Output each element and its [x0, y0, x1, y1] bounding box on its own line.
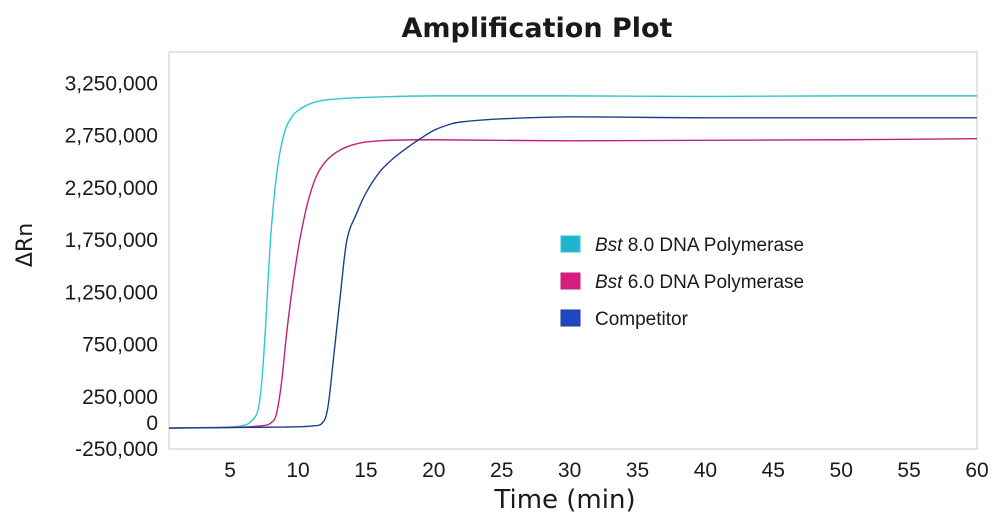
x-tick-label: 55 [897, 459, 920, 482]
chart-title: Amplification Plot [402, 13, 673, 44]
y-tick-label: 750,000 [82, 334, 158, 357]
y-tick-label: 2,750,000 [65, 125, 158, 148]
series-line-2 [168, 116, 977, 429]
series-line-1 [168, 138, 978, 429]
legend-entry-label: Bst 8.0 DNA Polymerase [595, 235, 804, 256]
x-tick-label: 5 [224, 459, 236, 482]
x-axis-ticks: 5 10 15 20 25 30 35 40 45 50 55 60 [224, 459, 988, 482]
legend-entry-text: 8.0 DNA Polymerase [622, 235, 804, 256]
x-tick-label: 20 [422, 459, 445, 482]
y-tick-label: 0 [146, 412, 158, 435]
y-tick-label: 2,250,000 [65, 177, 158, 200]
y-tick-label: 3,250,000 [65, 72, 158, 95]
x-tick-label: 30 [558, 459, 581, 482]
plot-frame [168, 51, 978, 450]
legend-entry-text: 6.0 DNA Polymerase [622, 272, 804, 293]
legend-entry-label: Competitor [595, 309, 689, 330]
y-tick-label: 1,750,000 [65, 229, 158, 252]
x-tick-label: 60 [965, 459, 988, 482]
legend-entry-italic: Bst [595, 272, 623, 293]
y-tick-label: 1,250,000 [65, 281, 158, 304]
series-lines [168, 95, 978, 429]
x-tick-label: 50 [830, 459, 853, 482]
legend-entry-label: Bst 6.0 DNA Polymerase [595, 272, 804, 293]
y-axis-ticks: -250,000 0 250,000 750,000 1,250,000 1,750,00… [65, 72, 158, 461]
legend-entry-text: Competitor [595, 309, 689, 330]
legend-swatch [560, 309, 581, 327]
x-tick-label: 10 [286, 459, 309, 482]
y-axis-label: ΔRn [13, 223, 38, 267]
y-tick-label: -250,000 [75, 438, 158, 461]
x-tick-label: 25 [490, 459, 513, 482]
x-axis-label: Time (min) [493, 485, 635, 515]
y-tick-label: 250,000 [82, 386, 158, 409]
x-tick-label: 15 [354, 459, 377, 482]
series-line-0 [168, 95, 977, 429]
x-tick-label: 35 [626, 459, 649, 482]
x-tick-label: 40 [694, 459, 717, 482]
legend-swatch [560, 272, 581, 290]
legend-entry-italic: Bst [595, 235, 623, 256]
x-tick-label: 45 [762, 459, 785, 482]
legend-swatch [560, 235, 581, 253]
